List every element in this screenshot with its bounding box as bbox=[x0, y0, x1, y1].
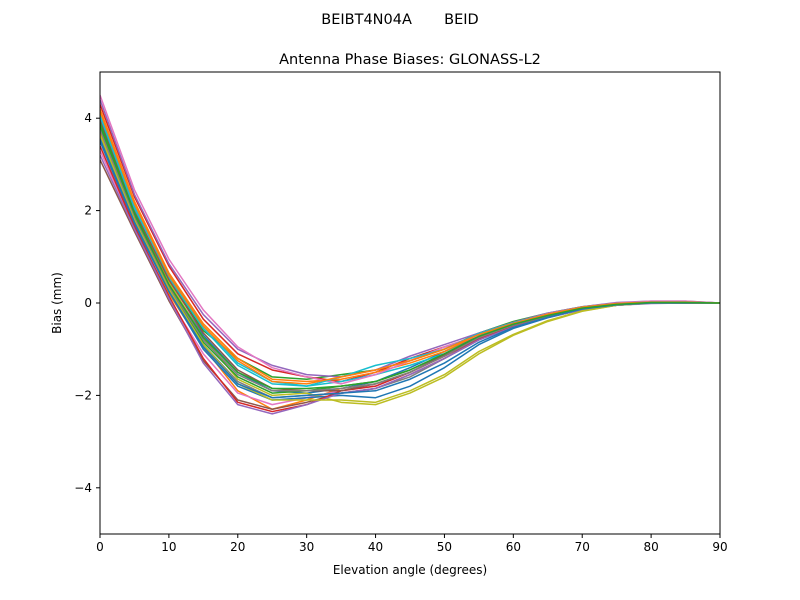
x-tick-label: 70 bbox=[575, 540, 590, 554]
y-tick-label: −2 bbox=[74, 388, 92, 402]
y-axis: −4 −2 0 2 4 bbox=[74, 111, 100, 495]
x-axis-label: Elevation angle (degrees) bbox=[333, 563, 487, 577]
x-tick-label: 60 bbox=[506, 540, 521, 554]
series-line-19 bbox=[100, 134, 720, 404]
x-tick-label: 10 bbox=[161, 540, 176, 554]
x-tick-label: 30 bbox=[299, 540, 314, 554]
x-tick-label: 90 bbox=[712, 540, 727, 554]
x-tick-label: 20 bbox=[230, 540, 245, 554]
y-tick-label: 0 bbox=[84, 296, 92, 310]
series-line-10 bbox=[100, 113, 720, 387]
figure-suptitle: BEIBT4N04A BEID bbox=[321, 12, 478, 28]
series-layer bbox=[100, 94, 720, 415]
chart-title: Antenna Phase Biases: GLONASS-L2 bbox=[279, 52, 541, 68]
y-tick-label: 2 bbox=[84, 204, 92, 218]
series-line-5 bbox=[100, 99, 720, 378]
y-tick-label: 4 bbox=[84, 111, 92, 125]
x-tick-label: 40 bbox=[368, 540, 383, 554]
x-tick-label: 0 bbox=[96, 540, 104, 554]
series-line-22 bbox=[100, 111, 720, 385]
series-line-16 bbox=[100, 120, 720, 392]
y-axis-label: Bias (mm) bbox=[50, 272, 64, 334]
series-line-7 bbox=[100, 150, 720, 406]
series-line-20 bbox=[100, 115, 720, 387]
series-line-18 bbox=[100, 129, 720, 392]
series-line-23 bbox=[100, 122, 720, 390]
x-axis: 0 10 20 30 40 50 60 70 80 90 bbox=[96, 534, 728, 554]
x-tick-label: 80 bbox=[643, 540, 658, 554]
y-tick-label: −4 bbox=[74, 481, 92, 495]
series-line-15 bbox=[100, 154, 720, 415]
plot-area bbox=[99, 71, 721, 535]
x-tick-label: 50 bbox=[437, 540, 452, 554]
series-line-1 bbox=[100, 117, 720, 394]
series-line-13 bbox=[100, 124, 720, 394]
